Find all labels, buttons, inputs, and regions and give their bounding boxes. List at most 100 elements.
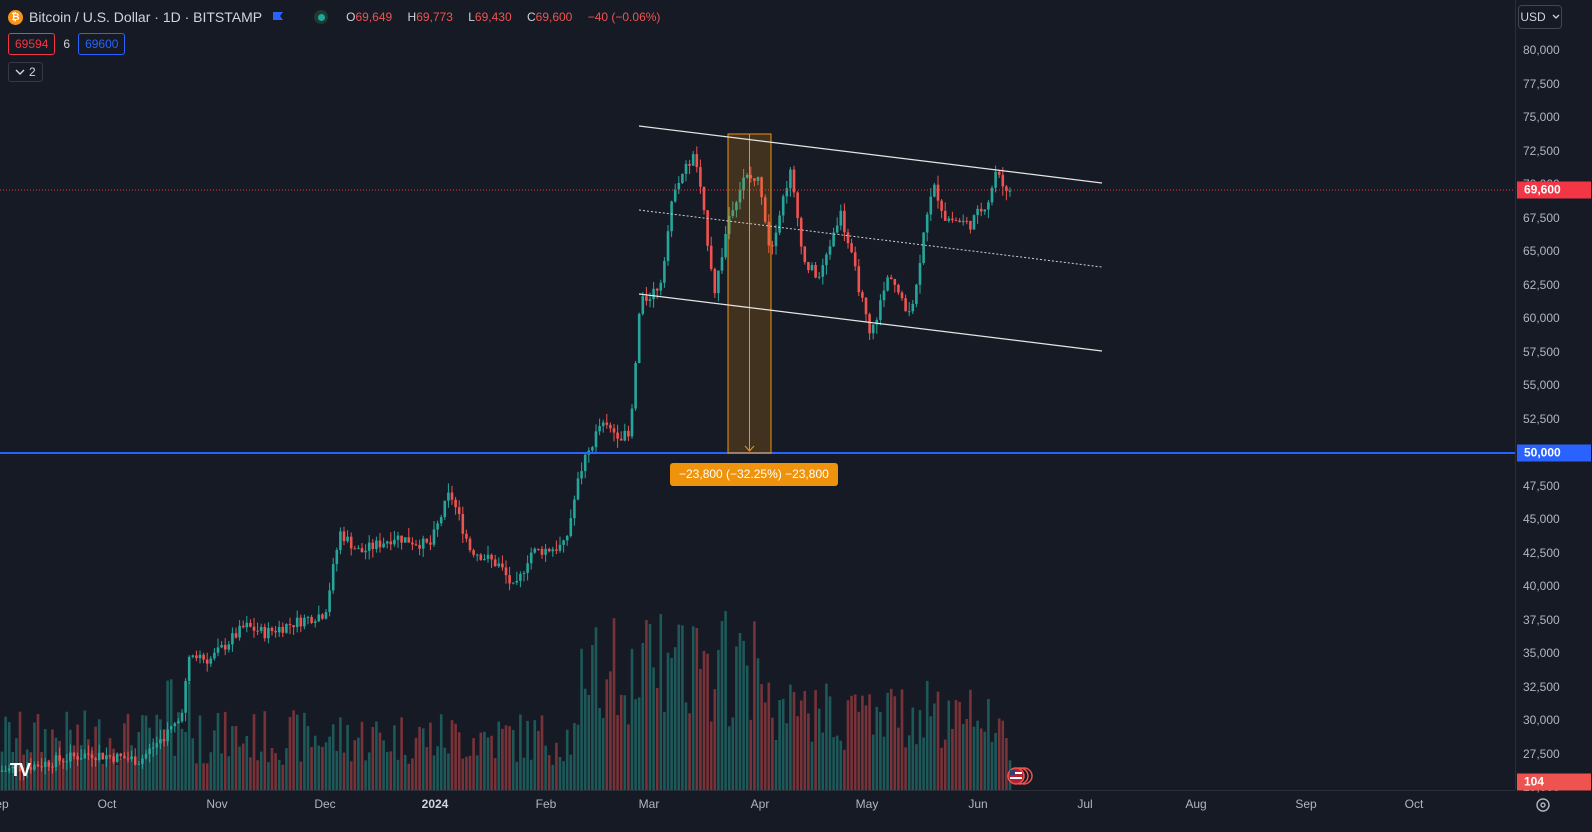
chevron-down-icon [15, 69, 25, 75]
volume-bar [623, 695, 627, 790]
volume-bar [519, 714, 522, 790]
candle-body [213, 652, 216, 659]
candle-body [623, 430, 627, 441]
candle-body [850, 243, 853, 253]
volume-bar [738, 632, 742, 790]
symbol-title[interactable]: Bitcoin / U.S. Dollar · 1D · BITSTAMP [29, 9, 263, 25]
volume-bar [447, 753, 450, 790]
candle-body [58, 755, 61, 761]
tradingview-logo-icon[interactable]: TV [10, 760, 31, 780]
volume-bar [256, 760, 259, 790]
candle-body [249, 622, 252, 627]
candle-body [900, 292, 904, 299]
settings-icon[interactable] [1532, 794, 1554, 816]
candle-body [151, 747, 155, 749]
indicators-toggle-button[interactable]: 2 [8, 62, 43, 82]
candle-body [907, 311, 911, 313]
channel-middle-line[interactable] [638, 209, 1103, 268]
candle-body [277, 626, 281, 633]
candle-body [94, 758, 97, 760]
currency-label: USD [1520, 10, 1546, 24]
volume-bar [882, 736, 886, 790]
volume-bar [652, 667, 655, 790]
volume-bar [101, 763, 105, 790]
candle-body [889, 277, 893, 280]
candle-body [112, 756, 115, 762]
volume-bar [727, 726, 731, 790]
drawings[interactable] [0, 125, 1515, 454]
volume-bar [1005, 738, 1008, 790]
buy-button[interactable]: 69600 [78, 33, 126, 55]
candle-body [627, 430, 630, 437]
volume-bar [598, 708, 601, 790]
candle-body [245, 622, 249, 628]
volume-bar [295, 714, 299, 790]
currency-selector[interactable]: USD [1518, 5, 1562, 29]
volume-bar [313, 735, 317, 790]
market-open-icon[interactable] [314, 10, 329, 24]
volume-bar [162, 729, 166, 790]
volume-bar [706, 653, 709, 790]
volume-bar [173, 755, 177, 790]
candle-body [533, 548, 537, 553]
chart-canvas[interactable] [0, 0, 1515, 790]
volume-bar [285, 748, 288, 790]
candle-body [295, 617, 299, 628]
price-tick: 32,500 [1523, 679, 1560, 694]
volume-bar [205, 763, 209, 790]
volume-bar [994, 732, 997, 790]
time-tick: Aug [1185, 797, 1207, 811]
candle-body [695, 154, 699, 168]
time-axis[interactable]: ep Oct Nov Dec 2024 Feb Mar Apr May Jun Jul Aug Sep O… [0, 790, 1515, 832]
volume-bar [792, 691, 796, 790]
price-tick: 67,500 [1523, 210, 1560, 225]
candle-body [119, 753, 123, 757]
candle-body [4, 770, 7, 772]
candle-body [947, 218, 951, 221]
volume-bar [220, 753, 223, 790]
candle-body [33, 764, 36, 770]
candle-body [468, 538, 472, 551]
candle-body [105, 755, 108, 760]
candle-body [115, 753, 119, 762]
candle-body [7, 768, 11, 771]
volume-bar [486, 737, 490, 790]
volume-bar [47, 760, 51, 790]
economic-events-icon[interactable] [1004, 767, 1034, 785]
candle-body [259, 626, 263, 632]
candle-body [630, 408, 634, 437]
candle-body [699, 167, 702, 187]
candle-body [51, 766, 54, 768]
channel-upper-line[interactable] [638, 125, 1103, 184]
spread-value: 6 [63, 37, 71, 51]
candle-body [313, 621, 317, 623]
volume-bar [58, 740, 61, 790]
sell-button[interactable]: 69594 [8, 33, 56, 55]
candle-body [231, 633, 234, 645]
channel-lower-line[interactable] [638, 293, 1103, 352]
volume-bar [918, 710, 922, 790]
volume-bar [378, 732, 382, 790]
price-axis[interactable]: 80,00077,50075,00072,50070,00067,50065,0… [1515, 0, 1592, 794]
candle-body [1008, 190, 1012, 192]
volume-bar [18, 711, 22, 790]
candle-body [144, 753, 148, 759]
candle-body [465, 533, 468, 539]
flag-icon[interactable] [272, 11, 284, 23]
time-tick: Oct [1404, 797, 1424, 811]
candle-body [720, 257, 724, 271]
volume-bar [187, 682, 191, 790]
candle-body [209, 658, 213, 664]
volume-bar [677, 624, 681, 790]
volume-bar [821, 732, 825, 790]
candle-body [569, 518, 573, 536]
candle-body [396, 535, 400, 540]
price-tick: 37,500 [1523, 612, 1560, 627]
candle-body [727, 215, 731, 234]
candle-body [853, 252, 857, 267]
volume-bar [443, 747, 447, 790]
candle-body [180, 712, 184, 722]
candle-body [349, 536, 353, 549]
volume-bar [666, 652, 670, 790]
volume-bar [731, 717, 735, 790]
